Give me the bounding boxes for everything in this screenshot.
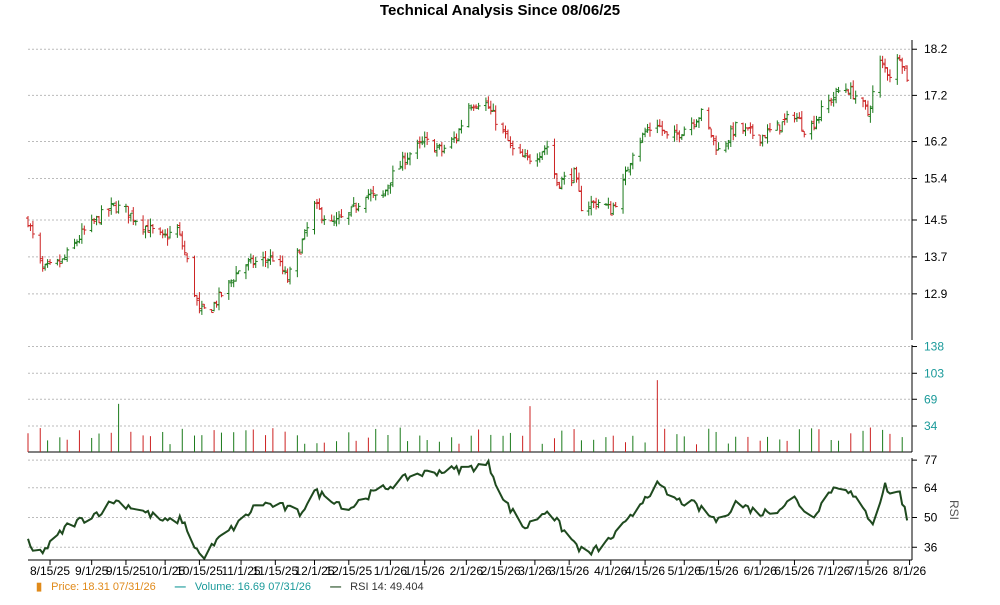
x-tick-label: 3/15/26: [549, 564, 589, 578]
x-tick-label: 4/1/26: [594, 564, 628, 578]
x-tick-label: 7/15/26: [848, 564, 888, 578]
price-tick-label: 13.7: [924, 250, 948, 264]
rsi-tick-label: 64: [924, 481, 938, 495]
legend-volume-swatch: —: [174, 581, 186, 593]
price-tick-label: 18.2: [924, 42, 948, 56]
x-tick-label: 10/1/25: [145, 564, 185, 578]
legend-rsi-swatch: —: [330, 581, 342, 593]
rsi-tick-label: 77: [924, 453, 938, 467]
legend-rsi: — RSI 14: 49.404: [330, 581, 423, 593]
price-tick-label: 12.9: [924, 287, 948, 301]
volume-tick-label: 34: [924, 419, 938, 433]
price-tick-label: 14.5: [924, 213, 948, 227]
x-tick-label: 11/1/25: [221, 564, 260, 578]
x-tick-label: 2/1/26: [450, 564, 484, 578]
x-tick-label: 12/1/25: [294, 564, 334, 578]
rsi-axis-label: RSI: [947, 500, 961, 520]
legend-volume: — Volume: 16.69 07/31/26: [175, 581, 311, 593]
price-tick-label: 16.2: [924, 135, 948, 149]
x-tick-label: 8/1/26: [893, 564, 927, 578]
x-tick-label: 12/15/25: [325, 564, 372, 578]
legend-price: ▮ Price: 18.31 07/31/26: [36, 580, 156, 593]
x-tick-label: 6/1/26: [743, 564, 777, 578]
x-tick-label: 6/15/26: [774, 564, 814, 578]
x-tick-label: 2/15/26: [481, 564, 521, 578]
x-tick-label: 9/1/25: [75, 564, 109, 578]
volume-tick-label: 69: [924, 392, 938, 406]
chart-title: Technical Analysis Since 08/06/25: [379, 2, 621, 19]
price-tick-label: 17.2: [924, 88, 948, 102]
legend-price-label: Price: 18.31 07/31/26: [51, 581, 156, 593]
price-tick-label: 15.4: [924, 171, 948, 185]
x-tick-label: 8/15/25: [30, 564, 70, 578]
rsi-tick-label: 36: [924, 540, 938, 554]
volume-tick-label: 138: [924, 340, 944, 354]
x-tick-label: 4/15/26: [625, 564, 665, 578]
x-tick-label: 1/1/26: [374, 564, 408, 578]
x-tick-label: 5/1/26: [668, 564, 702, 578]
x-tick-label: 9/15/25: [106, 564, 146, 578]
legend-price-swatch: ▮: [36, 581, 43, 593]
x-tick-label: 1/15/26: [405, 564, 445, 578]
legend-rsi-label: RSI 14: 49.404: [350, 581, 424, 593]
x-tick-label: 7/1/26: [817, 564, 851, 578]
x-tick-label: 11/15/25: [252, 564, 298, 578]
x-tick-label: 3/1/26: [518, 564, 552, 578]
x-tick-label: 5/15/26: [699, 564, 739, 578]
x-tick-label: 10/15/25: [176, 564, 223, 578]
legend: ▮ Price: 18.31 07/31/26 — Volume: 16.69 …: [36, 580, 440, 593]
volume-tick-label: 103: [924, 366, 944, 380]
rsi-tick-label: 50: [924, 511, 938, 525]
legend-volume-label: Volume: 16.69 07/31/26: [194, 581, 312, 593]
rsi-line: [27, 458, 909, 561]
